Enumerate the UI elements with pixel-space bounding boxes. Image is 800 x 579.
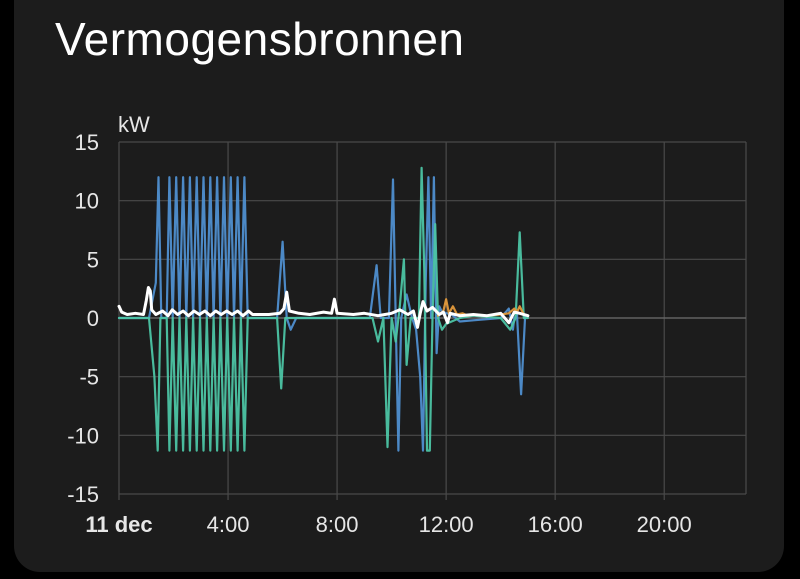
x-tick-label: 8:00 [316, 512, 359, 537]
y-tick-label: -10 [67, 423, 99, 448]
chart-series [117, 166, 530, 452]
y-tick-label: -15 [67, 482, 99, 507]
y-tick-label: 0 [87, 306, 99, 331]
y-axis-unit: kW [118, 112, 150, 137]
energy-card [14, 0, 784, 572]
x-tick-label: 11 dec [85, 512, 152, 537]
series-line [117, 286, 530, 329]
y-tick-label: -5 [79, 365, 99, 390]
series-line [117, 166, 529, 452]
x-tick-label: 16:00 [528, 512, 583, 537]
x-tick-label: 20:00 [637, 512, 692, 537]
x-tick-label: 4:00 [207, 512, 250, 537]
y-axis-labels: 15 10 5 0 -5 -10 -15 [67, 130, 99, 507]
y-tick-label: 15 [75, 130, 99, 155]
y-tick-label: 5 [87, 247, 99, 272]
x-axis-labels: 11 dec 4:00 8:00 12:00 16:00 20:00 [85, 512, 691, 537]
card-title: Vermogensbronnen [55, 13, 465, 65]
x-tick-label: 12:00 [419, 512, 474, 537]
y-tick-label: 10 [75, 189, 99, 214]
